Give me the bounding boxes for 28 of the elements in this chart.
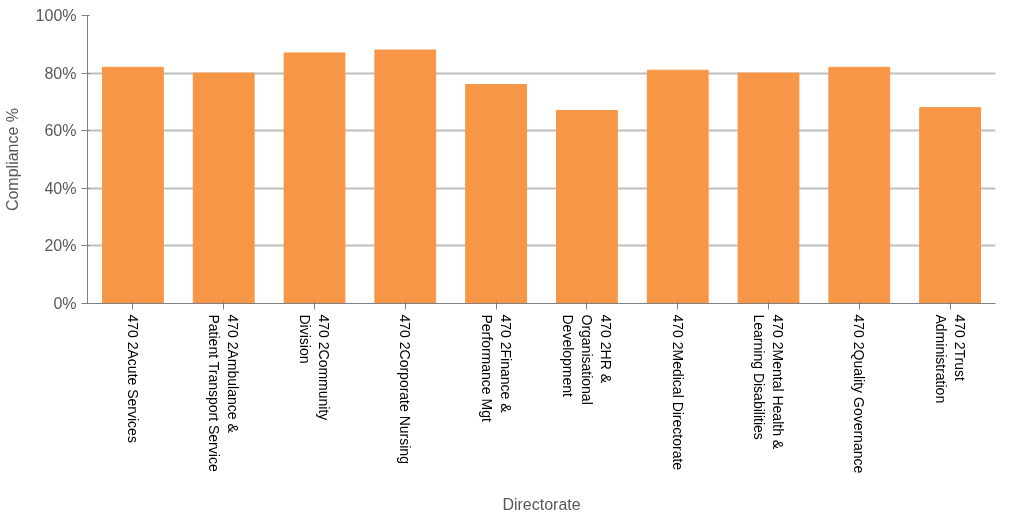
x-tick-label: 470 2Acute Services — [124, 314, 141, 443]
bar — [192, 72, 255, 304]
y-tick-label: 0% — [53, 295, 77, 312]
x-tick-label: 470 2Ambulance & Patient Transport Service — [206, 314, 242, 472]
x-tick-label: 470 2Community Division — [296, 314, 333, 421]
y-tick-label: 40% — [44, 179, 77, 197]
bar — [465, 84, 528, 304]
y-tick-label: 20% — [44, 237, 77, 255]
x-tick-label: 470 2Mental Health & Learning Disabilities — [750, 314, 787, 450]
y-tick-label: 100% — [35, 7, 77, 24]
x-tick-label: 470 2HR & Organisational Development — [559, 314, 615, 405]
bar — [555, 110, 618, 304]
x-tick-label: 470 2Medical Directorate — [669, 314, 686, 471]
y-axis-title: Compliance % — [3, 107, 21, 212]
bar — [374, 49, 437, 304]
y-tick-label: 80% — [44, 64, 77, 82]
bar — [646, 69, 709, 304]
bar — [919, 107, 982, 304]
x-tick-label: 470 2Trust Administration — [932, 314, 968, 404]
x-tick-label: 470 2Quality Governance — [851, 314, 868, 474]
x-tick-label: 470 2Finance & Performance Mgt — [478, 314, 514, 422]
x-axis-title: Directorate — [502, 496, 581, 514]
bar — [737, 72, 800, 304]
bar — [101, 66, 164, 304]
bar — [283, 52, 346, 304]
x-tick-label: 470 2Corporate Nursing — [397, 314, 414, 464]
y-tick-label: 60% — [44, 122, 77, 140]
bar — [828, 66, 891, 304]
